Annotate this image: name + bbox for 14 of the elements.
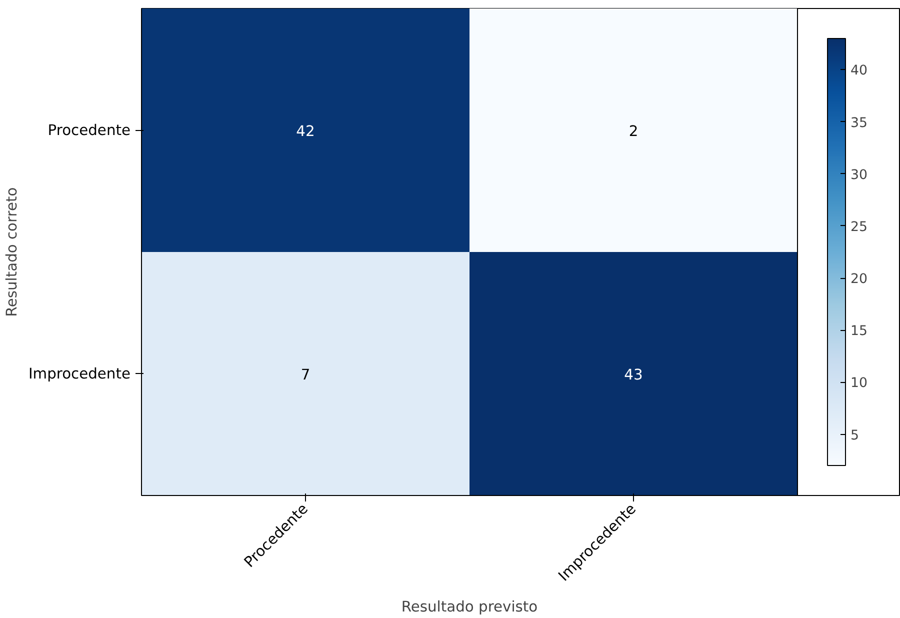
color-bar-label: 5 bbox=[850, 428, 859, 444]
color-bar-label: 10 bbox=[850, 376, 868, 392]
color-bar-label: 20 bbox=[850, 272, 868, 288]
color-bar-label: 30 bbox=[850, 168, 868, 183]
color-bar-label: 35 bbox=[850, 116, 868, 131]
color-bar-label: 25 bbox=[850, 220, 868, 235]
data-label: 43 bbox=[624, 366, 643, 384]
y-axis-title: Resultado correto bbox=[3, 187, 20, 317]
data-label: 42 bbox=[296, 122, 315, 140]
color-bar-label: 40 bbox=[850, 64, 868, 79]
color-bar-label: 15 bbox=[850, 324, 868, 340]
data-label: 2 bbox=[628, 122, 638, 140]
data-label: 7 bbox=[300, 366, 310, 384]
x-axis-title: Resultado previsto bbox=[401, 598, 538, 616]
